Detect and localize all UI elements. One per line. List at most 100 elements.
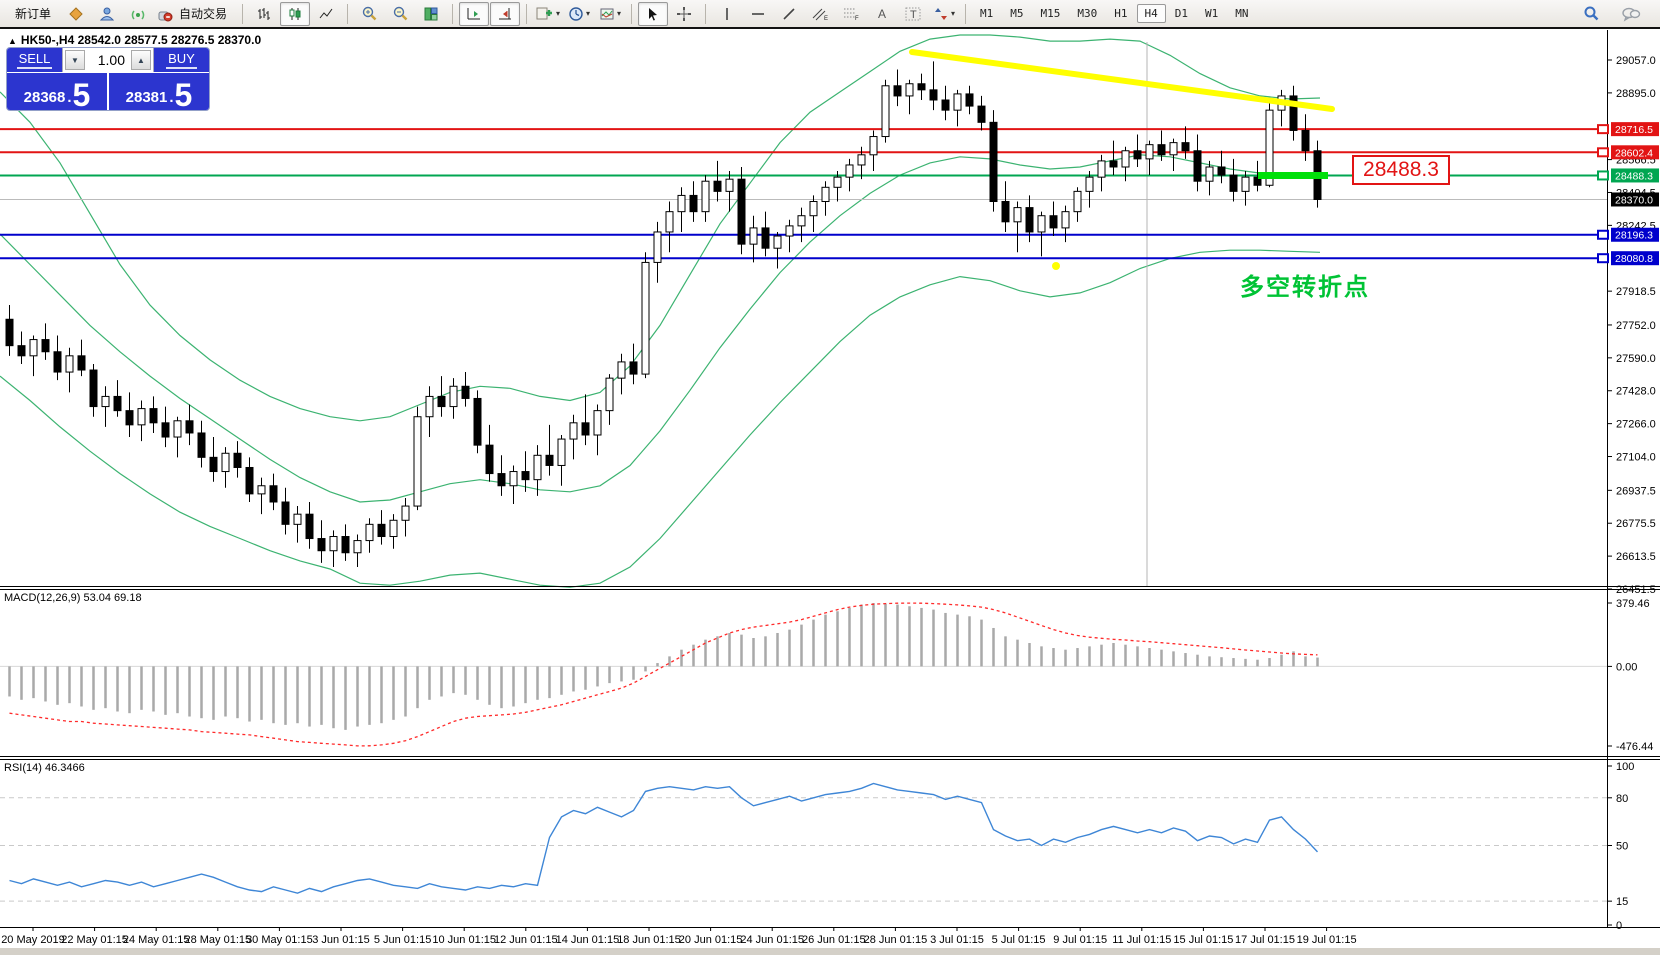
autotrading-icon (158, 11, 173, 21)
collapse-icon[interactable]: ▲ (8, 36, 17, 46)
svg-text:28196.3: 28196.3 (1615, 230, 1653, 242)
chart-title: ▲ HK50-,H4 28542.0 28577.5 28276.5 28370.… (8, 33, 261, 47)
svg-text:29057.0: 29057.0 (1616, 55, 1656, 67)
svg-text:28080.8: 28080.8 (1615, 253, 1653, 265)
svg-text:26613.5: 26613.5 (1616, 551, 1656, 563)
timeframe-m30[interactable]: M30 (1077, 7, 1098, 20)
templates-icon[interactable]: ▾ (595, 2, 625, 26)
chat-icon[interactable] (1616, 2, 1646, 26)
svg-text:24 May 01:15: 24 May 01:15 (123, 934, 190, 946)
svg-text:27104.0: 27104.0 (1616, 452, 1656, 464)
svg-text:28716.5: 28716.5 (1615, 124, 1653, 136)
autotrading-button[interactable]: 自动交易 (154, 2, 236, 26)
timeframe-m5[interactable]: M5 (1010, 7, 1024, 20)
alarm-icon[interactable] (61, 2, 91, 26)
chart-canvas[interactable]: 29057.028895.028566.528404.528242.527918… (0, 29, 1660, 948)
svg-text:E: E (824, 16, 828, 22)
fibonacci-icon[interactable]: F (836, 2, 866, 26)
svg-text:5 Jul 01:15: 5 Jul 01:15 (992, 934, 1046, 946)
svg-text:20 Jun 01:15: 20 Jun 01:15 (679, 934, 743, 946)
svg-text:27590.0: 27590.0 (1616, 353, 1656, 365)
market-watch-icon[interactable] (92, 2, 122, 26)
svg-text:28602.4: 28602.4 (1615, 147, 1653, 159)
sell-price[interactable]: 28368. 5 (7, 73, 107, 110)
volume-decrease-button[interactable]: ▼ (65, 50, 85, 70)
svg-text:28370.0: 28370.0 (1615, 194, 1653, 206)
svg-text:28 Jun 01:15: 28 Jun 01:15 (864, 934, 928, 946)
zoom-out-icon[interactable] (385, 2, 415, 26)
main-toolbar: 新订单 自动交易 ▾ ▾ ▾ E F A T ▾ M1 M5 M15 M30 H… (0, 0, 1660, 27)
svg-text:0.00: 0.00 (1616, 661, 1637, 673)
search-icon[interactable] (1576, 2, 1606, 26)
svg-text:20 May 2019: 20 May 2019 (1, 934, 65, 946)
svg-text:24 Jun 01:15: 24 Jun 01:15 (740, 934, 804, 946)
svg-text:30 May 01:15: 30 May 01:15 (246, 934, 313, 946)
volume-stepper: ▼ 1.00 ▲ (62, 48, 154, 72)
symbol-ohlc-text: HK50-,H4 28542.0 28577.5 28276.5 28370.0 (20, 33, 262, 47)
svg-text:15: 15 (1616, 896, 1628, 908)
signals-icon[interactable] (123, 2, 153, 26)
indicators-add-icon[interactable]: ▾ (533, 2, 563, 26)
buy-price[interactable]: 28381. 5 (109, 73, 209, 110)
svg-text:15 Jul 01:15: 15 Jul 01:15 (1173, 934, 1233, 946)
equidistant-channel-icon[interactable]: E (805, 2, 835, 26)
svg-text:80: 80 (1616, 793, 1628, 805)
timeframe-mn[interactable]: MN (1235, 7, 1249, 20)
new-order-button[interactable]: 新订单 (15, 7, 52, 21)
turning-point-note[interactable]: 多空转折点 (1240, 274, 1370, 301)
svg-text:17 Jul 01:15: 17 Jul 01:15 (1235, 934, 1295, 946)
cursor-icon[interactable] (638, 1, 669, 26)
svg-text:28895.0: 28895.0 (1616, 88, 1656, 100)
svg-text:50: 50 (1616, 841, 1628, 853)
svg-text:11 Jul 01:15: 11 Jul 01:15 (1112, 934, 1171, 946)
periods-clock-icon[interactable]: ▾ (564, 2, 594, 26)
svg-text:26451.5: 26451.5 (1616, 584, 1656, 596)
crosshair-icon[interactable] (669, 2, 699, 26)
svg-text:27266.0: 27266.0 (1616, 419, 1656, 431)
timeframe-m15[interactable]: M15 (1040, 7, 1061, 20)
svg-text:3 Jul 01:15: 3 Jul 01:15 (930, 934, 984, 946)
price-callout-box[interactable]: 28488.3 (1352, 155, 1450, 185)
text-label-icon[interactable]: T (898, 2, 928, 26)
svg-text:22 May 01:15: 22 May 01:15 (61, 934, 128, 946)
timeframe-w1[interactable]: W1 (1205, 7, 1219, 20)
svg-text:26 Jun 01:15: 26 Jun 01:15 (802, 934, 866, 946)
buy-button[interactable]: BUY (154, 48, 209, 72)
macd-indicator-label: MACD(12,26,9) 53.04 69.18 (4, 592, 142, 604)
timeframe-h1[interactable]: H1 (1114, 7, 1128, 20)
bar-chart-icon[interactable] (249, 2, 279, 26)
svg-text:28 May 01:15: 28 May 01:15 (184, 934, 251, 946)
text-icon[interactable]: A (867, 2, 897, 26)
trendline-icon[interactable] (774, 2, 804, 26)
line-chart-icon[interactable] (311, 2, 341, 26)
vertical-line-icon[interactable] (712, 2, 742, 26)
timeframe-h4[interactable]: H4 (1136, 4, 1166, 23)
svg-text:27918.5: 27918.5 (1616, 286, 1656, 298)
zoom-in-icon[interactable] (354, 2, 384, 26)
svg-text:5 Jun 01:15: 5 Jun 01:15 (374, 934, 432, 946)
sell-button[interactable]: SELL (7, 48, 62, 72)
volume-increase-button[interactable]: ▲ (131, 50, 151, 70)
svg-text:F: F (855, 16, 859, 22)
svg-text:27428.0: 27428.0 (1616, 386, 1656, 398)
svg-text:28488.3: 28488.3 (1615, 170, 1653, 182)
tile-windows-icon[interactable] (416, 2, 446, 26)
timeframe-d1[interactable]: D1 (1174, 7, 1189, 20)
one-click-trading-panel: SELL ▼ 1.00 ▲ BUY 28368. 5 28381. 5 (6, 47, 210, 111)
candlestick-chart-icon[interactable] (280, 1, 311, 26)
svg-text:T: T (910, 9, 917, 21)
svg-text:14 Jun 01:15: 14 Jun 01:15 (556, 934, 620, 946)
svg-text:3 Jun 01:15: 3 Jun 01:15 (312, 934, 370, 946)
svg-text:27752.0: 27752.0 (1616, 320, 1656, 332)
svg-text:26937.5: 26937.5 (1616, 485, 1656, 497)
chart-shift-icon[interactable] (459, 1, 490, 26)
rsi-indicator-label: RSI(14) 46.3466 (4, 762, 85, 774)
svg-text:18 Jun 01:15: 18 Jun 01:15 (617, 934, 681, 946)
horizontal-line-icon[interactable] (743, 2, 773, 26)
arrows-icon[interactable]: ▾ (929, 2, 959, 26)
svg-text:26775.5: 26775.5 (1616, 518, 1656, 530)
volume-input[interactable]: 1.00 (97, 52, 125, 68)
timeframe-m1[interactable]: M1 (980, 7, 994, 20)
auto-scroll-icon[interactable] (490, 1, 521, 26)
svg-text:12 Jun 01:15: 12 Jun 01:15 (494, 934, 558, 946)
